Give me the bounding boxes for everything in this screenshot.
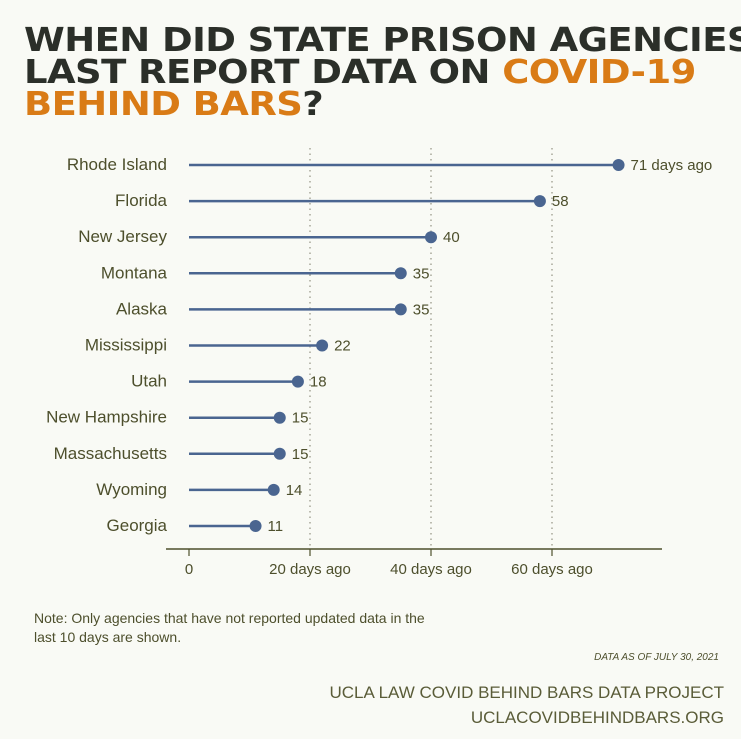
credit: UCLA LAW COVID BEHIND BARS DATA PROJECT … — [329, 680, 724, 730]
category-label: Massachusetts — [54, 444, 167, 463]
lollipop-dot — [533, 195, 546, 208]
data-label: 18 — [310, 374, 327, 391]
lollipop-dot — [394, 267, 407, 280]
data-label: 14 — [286, 482, 303, 499]
title-line-2: LAST REPORT DATA ON — [24, 52, 503, 91]
lollipop-dot — [273, 447, 286, 460]
data-label: 15 — [292, 410, 309, 427]
data-label: 11 — [268, 518, 284, 535]
note: Note: Only agencies that have not report… — [34, 610, 425, 645]
data-label: 58 — [552, 193, 569, 210]
category-label: Florida — [115, 191, 168, 210]
lollipop-dot — [394, 303, 407, 316]
category-label: Alaska — [116, 299, 168, 318]
data-label: 35 — [413, 301, 430, 318]
x-tick-label: 60 days ago — [511, 561, 593, 578]
title-highlight-bars: BEHIND BARS — [24, 84, 303, 123]
x-tick-label: 40 days ago — [390, 561, 472, 578]
lollipop-chart: 0 20 days ago 40 days ago 60 days ago Rhode … — [46, 148, 713, 578]
lollipop-dot — [273, 411, 286, 424]
credit-project: UCLA LAW COVID BEHIND BARS DATA PROJECT — [329, 683, 724, 702]
title-line-1: WHEN DID STATE PRISON AGENCIES — [24, 20, 741, 59]
title-highlight-covid: COVID-19 — [502, 52, 696, 91]
x-tick-label: 0 — [185, 561, 193, 578]
chart-title: WHEN DID STATE PRISON AGENCIES LAST REPO… — [24, 23, 741, 123]
category-label: New Hampshire — [46, 408, 167, 427]
lollipop-dot — [316, 339, 329, 352]
category-label: Rhode Island — [67, 155, 167, 174]
data-as-of: DATA AS OF JULY 30, 2021 — [594, 652, 719, 663]
category-label: New Jersey — [78, 227, 167, 246]
category-label: Mississippi — [85, 336, 167, 355]
x-tick-label: 20 days ago — [269, 561, 351, 578]
data-label: 22 — [334, 338, 351, 355]
category-label: Montana — [101, 263, 168, 282]
data-label: 40 — [443, 229, 460, 246]
lollipop-dot — [267, 483, 280, 496]
category-label: Georgia — [107, 516, 168, 535]
lollipop-dot — [249, 520, 262, 532]
category-label: Wyoming — [96, 480, 167, 499]
category-label: Utah — [131, 372, 167, 391]
lollipop-dot — [291, 375, 304, 388]
data-label: 35 — [413, 265, 430, 282]
title-question-mark: ? — [302, 84, 324, 123]
credit-website[interactable]: UCLACOVIDBEHINDBARS.ORG — [470, 708, 724, 727]
data-label: 71 days ago — [631, 157, 713, 174]
lollipop-dot — [425, 231, 437, 244]
lollipop-dot — [612, 159, 625, 171]
data-label: 15 — [292, 446, 309, 463]
